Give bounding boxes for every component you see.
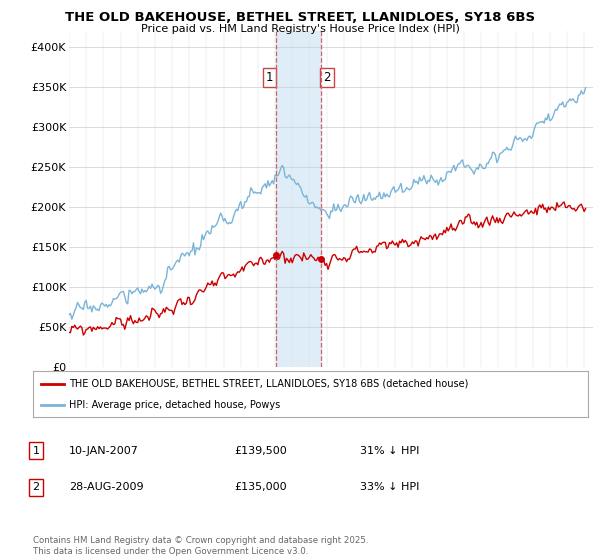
Text: £139,500: £139,500 bbox=[234, 446, 287, 456]
Text: 1: 1 bbox=[32, 446, 40, 456]
Text: 28-AUG-2009: 28-AUG-2009 bbox=[69, 482, 143, 492]
Text: 31% ↓ HPI: 31% ↓ HPI bbox=[360, 446, 419, 456]
Text: £135,000: £135,000 bbox=[234, 482, 287, 492]
Bar bbox=[275, 31, 321, 367]
Text: 2: 2 bbox=[32, 482, 40, 492]
Text: 10-JAN-2007: 10-JAN-2007 bbox=[69, 446, 139, 456]
Text: HPI: Average price, detached house, Powys: HPI: Average price, detached house, Powy… bbox=[69, 400, 280, 410]
Text: THE OLD BAKEHOUSE, BETHEL STREET, LLANIDLOES, SY18 6BS (detached house): THE OLD BAKEHOUSE, BETHEL STREET, LLANID… bbox=[69, 379, 469, 389]
Text: Contains HM Land Registry data © Crown copyright and database right 2025.
This d: Contains HM Land Registry data © Crown c… bbox=[33, 536, 368, 556]
Text: 2: 2 bbox=[323, 71, 331, 83]
Text: Price paid vs. HM Land Registry's House Price Index (HPI): Price paid vs. HM Land Registry's House … bbox=[140, 24, 460, 34]
Text: 33% ↓ HPI: 33% ↓ HPI bbox=[360, 482, 419, 492]
Text: 1: 1 bbox=[266, 71, 274, 83]
Text: THE OLD BAKEHOUSE, BETHEL STREET, LLANIDLOES, SY18 6BS: THE OLD BAKEHOUSE, BETHEL STREET, LLANID… bbox=[65, 11, 535, 24]
